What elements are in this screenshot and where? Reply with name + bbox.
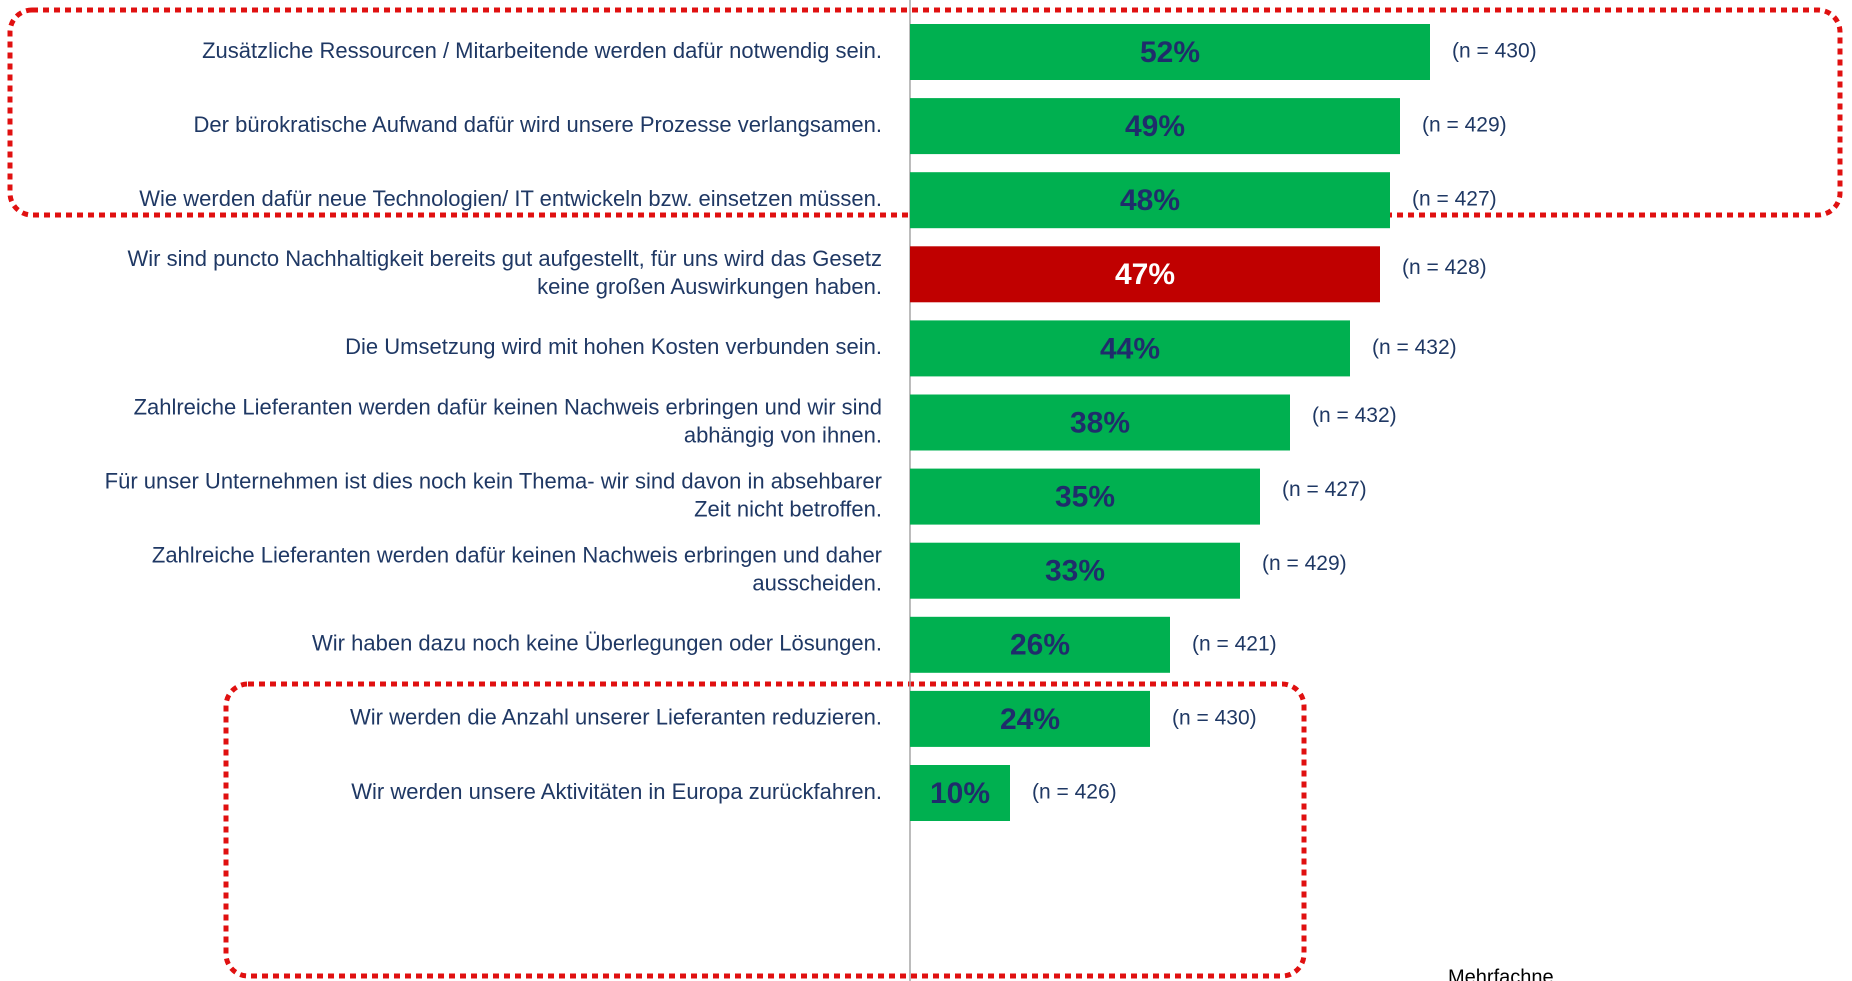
category-label: Wir haben dazu noch keine Überlegungen o… xyxy=(312,631,882,656)
category-label: abhängig von ihnen. xyxy=(684,422,882,447)
bar xyxy=(910,246,1380,303)
bar xyxy=(910,690,1150,747)
bar xyxy=(910,24,1430,80)
bar xyxy=(910,172,1390,229)
value-label: 47% xyxy=(1115,258,1175,291)
highlight-box xyxy=(223,681,1307,979)
sample-size: (n = 426) xyxy=(1032,781,1117,804)
category-label: Wie werden dafür neue Technologien/ IT e… xyxy=(139,186,882,211)
category-label: Zeit nicht betroffen. xyxy=(694,496,882,521)
category-label: Der bürokratische Aufwand dafür wird uns… xyxy=(194,112,882,137)
category-label: Die Umsetzung wird mit hohen Kosten verb… xyxy=(345,334,882,359)
sample-size: (n = 429) xyxy=(1422,114,1507,137)
bar xyxy=(910,394,1290,451)
footnote: Mehrfachne xyxy=(1448,966,1554,981)
value-label: 10% xyxy=(930,777,990,810)
sample-size: (n = 432) xyxy=(1372,336,1457,359)
category-label: ausscheiden. xyxy=(752,571,882,596)
value-label: 26% xyxy=(1010,629,1070,662)
category-label: Zusätzliche Ressourcen / Mitarbeitende w… xyxy=(202,38,882,63)
value-label: 24% xyxy=(1000,703,1060,736)
bar xyxy=(910,765,1010,821)
value-label: 52% xyxy=(1140,36,1200,69)
value-label: 48% xyxy=(1120,184,1180,217)
category-label: Wir werden die Anzahl unserer Lieferante… xyxy=(350,705,882,730)
category-label: Für unser Unternehmen ist dies noch kein… xyxy=(105,468,882,493)
sample-size: (n = 428) xyxy=(1402,256,1487,279)
bar xyxy=(910,616,1170,673)
sample-size: (n = 429) xyxy=(1262,552,1347,575)
bar xyxy=(910,98,1400,155)
sample-size: (n = 421) xyxy=(1192,632,1277,655)
sample-size: (n = 427) xyxy=(1282,478,1367,501)
value-label: 35% xyxy=(1055,481,1115,514)
sample-size: (n = 427) xyxy=(1412,188,1497,211)
value-label: 33% xyxy=(1045,555,1105,588)
value-label: 38% xyxy=(1070,406,1130,439)
sample-size: (n = 430) xyxy=(1172,706,1257,729)
bar xyxy=(910,468,1260,525)
category-label: Wir werden unsere Aktivitäten in Europa … xyxy=(351,779,882,804)
category-label: Zahlreiche Lieferanten werden dafür kein… xyxy=(152,543,882,568)
category-label: Wir sind puncto Nachhaltigkeit bereits g… xyxy=(128,246,882,271)
bar xyxy=(910,542,1240,599)
sample-size: (n = 432) xyxy=(1312,404,1397,427)
value-label: 44% xyxy=(1100,332,1160,365)
value-label: 49% xyxy=(1125,110,1185,143)
category-label: keine großen Auswirkungen haben. xyxy=(537,274,882,299)
category-label: Zahlreiche Lieferanten werden dafür kein… xyxy=(134,394,882,419)
sample-size: (n = 430) xyxy=(1452,40,1537,63)
bar xyxy=(910,320,1350,377)
